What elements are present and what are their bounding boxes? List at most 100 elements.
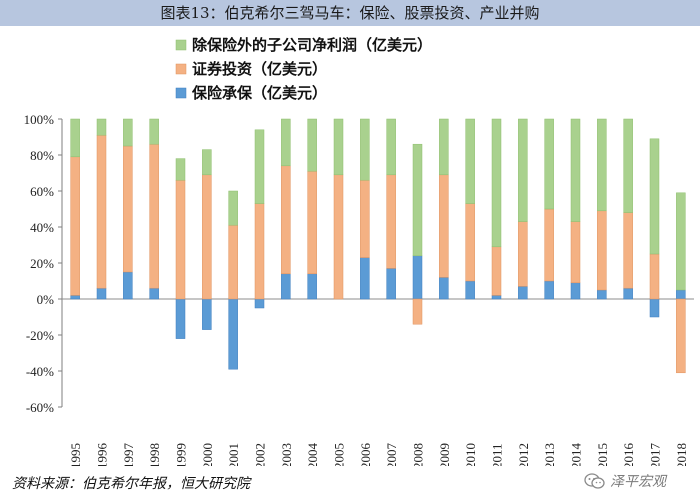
legend-swatch: [175, 87, 187, 99]
x-tick-label: 1998: [147, 443, 162, 466]
x-tick-label: 2006: [358, 443, 373, 467]
bar-2018-underwriting: [676, 289, 686, 300]
bar-1995-subsidiaries: [70, 118, 80, 158]
watermark: 泽平宏观: [584, 470, 666, 492]
bar-2004-subsidiaries: [307, 118, 317, 172]
bar-2009-underwriting: [439, 277, 449, 300]
y-tick-label: -60%: [26, 400, 54, 415]
bar-2001-securities: [228, 224, 238, 300]
bar-2017-subsidiaries: [649, 138, 660, 255]
bar-2017-securities: [649, 253, 660, 300]
bar-1996-underwriting: [96, 287, 107, 300]
bar-2006-underwriting: [360, 257, 370, 300]
bar-2013-securities: [544, 208, 554, 282]
bar-1996-subsidiaries: [96, 118, 107, 136]
bar-1998-subsidiaries: [149, 118, 159, 145]
bar-2010-subsidiaries: [465, 118, 475, 204]
x-tick-label: 2001: [226, 443, 241, 466]
x-tick-label: 2011: [490, 443, 505, 466]
y-tick-label: -20%: [26, 328, 54, 343]
bar-2016-securities: [623, 212, 633, 289]
bar-2009-securities: [439, 174, 449, 278]
bar-2006-securities: [360, 179, 370, 258]
y-tick-label: 80%: [30, 148, 54, 163]
bar-2012-underwriting: [518, 286, 528, 300]
legend-label: 除保险外的子公司净利润（亿美元）: [192, 36, 432, 54]
bar-2015-underwriting: [597, 289, 607, 300]
bar-2018-subsidiaries: [676, 192, 686, 291]
bar-1995-securities: [70, 156, 80, 296]
bar-1997-underwriting: [123, 271, 133, 300]
chart-title: 图表13：伯克希尔三驾马车：保险、股票投资、产业并购: [160, 4, 540, 22]
bar-2011-underwriting: [491, 295, 502, 300]
y-tick-label: -40%: [26, 364, 54, 379]
bar-2014-underwriting: [570, 282, 581, 300]
bar-2003-securities: [281, 165, 291, 275]
x-tick-label: 2018: [674, 443, 689, 466]
bar-2000-securities: [202, 174, 212, 300]
bar-2002-subsidiaries: [254, 129, 265, 204]
bar-1998-underwriting: [149, 287, 159, 300]
y-tick-label: 20%: [30, 256, 54, 271]
stacked-bar-chart: 100% 80% 60% 40% 20% 0% -20% -40% -60% 1995 1996 19…: [24, 36, 694, 467]
x-tick-label: 2016: [621, 443, 636, 467]
x-tick-label: 2005: [332, 443, 347, 466]
bar-2001-underwriting: [228, 298, 238, 370]
bar-2004-underwriting: [307, 273, 317, 300]
bar-2010-securities: [465, 203, 475, 282]
bar-2000-subsidiaries: [202, 149, 212, 176]
bar-1999-securities: [175, 179, 186, 300]
x-tick-label: 1999: [174, 443, 189, 466]
bar-1996-securities: [96, 134, 107, 289]
legend-swatch: [175, 63, 187, 75]
x-tick-label: 2004: [305, 443, 320, 467]
bar-2008-underwriting: [412, 255, 423, 300]
bar-2015-securities: [597, 210, 607, 291]
y-tick-label: 100%: [24, 112, 55, 127]
x-tick-label: 2014: [569, 443, 584, 467]
bar-2014-securities: [570, 221, 581, 284]
bar-2002-underwriting: [254, 298, 265, 309]
bar-2001-subsidiaries: [228, 190, 238, 226]
bar-2007-securities: [386, 174, 396, 269]
bar-1997-securities: [123, 145, 133, 273]
bar-2005-subsidiaries: [333, 118, 344, 176]
x-tick-label: 2000: [200, 443, 215, 466]
bar-2013-subsidiaries: [544, 118, 554, 210]
x-tick-label: 2015: [595, 443, 610, 466]
source-note: 资料来源：伯克希尔年报，恒大研究院: [12, 476, 250, 492]
bar-1997-subsidiaries: [123, 118, 133, 147]
x-tick-label: 2002: [253, 443, 268, 466]
legend-swatch: [175, 39, 187, 51]
bar-2008-securities: [412, 298, 423, 325]
x-tick-label: 1997: [121, 443, 136, 467]
bar-2006-subsidiaries: [360, 118, 370, 181]
bar-2007-subsidiaries: [386, 118, 396, 176]
bar-2007-underwriting: [386, 268, 396, 300]
bar-2002-securities: [254, 203, 265, 300]
bar-2003-subsidiaries: [281, 118, 291, 167]
x-tick-label: 2017: [648, 443, 663, 467]
bar-2010-underwriting: [465, 280, 475, 300]
y-tick-label: 60%: [30, 184, 54, 199]
watermark-text: 泽平宏观: [610, 474, 666, 490]
bar-2009-subsidiaries: [439, 118, 449, 176]
bar-2004-securities: [307, 170, 317, 275]
x-tick-label: 2013: [542, 443, 557, 466]
y-tick-label: 0%: [37, 292, 55, 307]
bar-2000-underwriting: [202, 298, 212, 330]
bar-2011-subsidiaries: [491, 118, 502, 248]
bar-2018-securities: [676, 298, 686, 374]
bar-1999-underwriting: [175, 298, 186, 339]
y-tick-label: 40%: [30, 220, 54, 235]
bar-1999-subsidiaries: [175, 158, 186, 181]
bar-1995-underwriting: [70, 295, 80, 300]
x-tick-label: 1995: [68, 443, 83, 466]
bar-2017-underwriting: [649, 298, 660, 318]
x-tick-label: 2007: [384, 443, 399, 467]
bar-2016-subsidiaries: [623, 118, 633, 213]
legend-label: 证券投资（亿美元）: [192, 60, 327, 78]
x-tick-label: 2003: [279, 443, 294, 466]
bar-2014-subsidiaries: [570, 118, 581, 222]
bar-2012-securities: [518, 221, 528, 287]
